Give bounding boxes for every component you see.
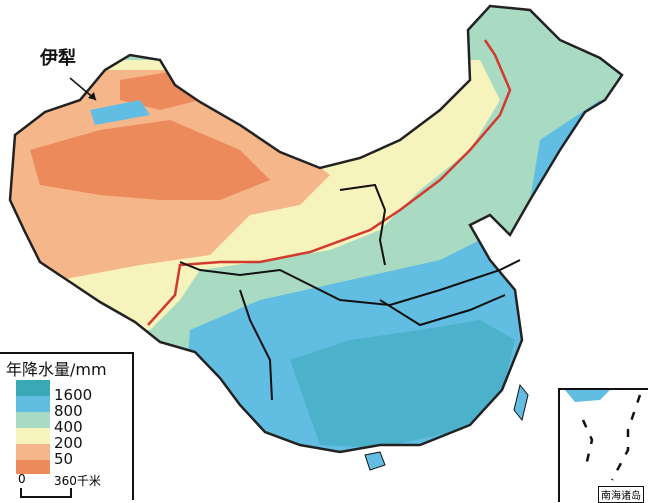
inset-label: 南海诸岛 — [598, 486, 644, 503]
legend-swatch-50 — [16, 444, 50, 460]
hainan-island — [364, 451, 386, 471]
legend-swatch-800 — [16, 396, 50, 412]
scale-bar — [20, 488, 72, 498]
zone-below-50 — [30, 120, 270, 200]
legend: 年降水量/mm 1600 800 400 200 50 0 360千米 — [0, 352, 134, 500]
boundary-line — [179, 259, 521, 307]
legend-swatch-200 — [16, 428, 50, 444]
place-label-yili: 伊犁 — [40, 48, 76, 69]
legend-label: 1600 — [54, 386, 93, 404]
taiwan-island — [513, 383, 529, 422]
zone-1600 — [290, 320, 515, 448]
scale-end: 360千米 — [54, 474, 101, 488]
legend-label: 200 — [54, 434, 83, 452]
legend-swatch-below-50 — [16, 460, 50, 474]
scale-start: 0 — [18, 472, 26, 486]
legend-swatch-400 — [16, 412, 50, 428]
south-china-sea-inset — [558, 388, 648, 502]
legend-swatch-1600 — [16, 380, 50, 396]
legend-label: 400 — [54, 418, 83, 436]
legend-title: 年降水量/mm — [6, 360, 107, 379]
legend-label: 800 — [54, 402, 83, 420]
legend-label: 50 — [54, 450, 74, 468]
inset-dashes — [581, 394, 642, 481]
china-border — [8, 4, 624, 454]
